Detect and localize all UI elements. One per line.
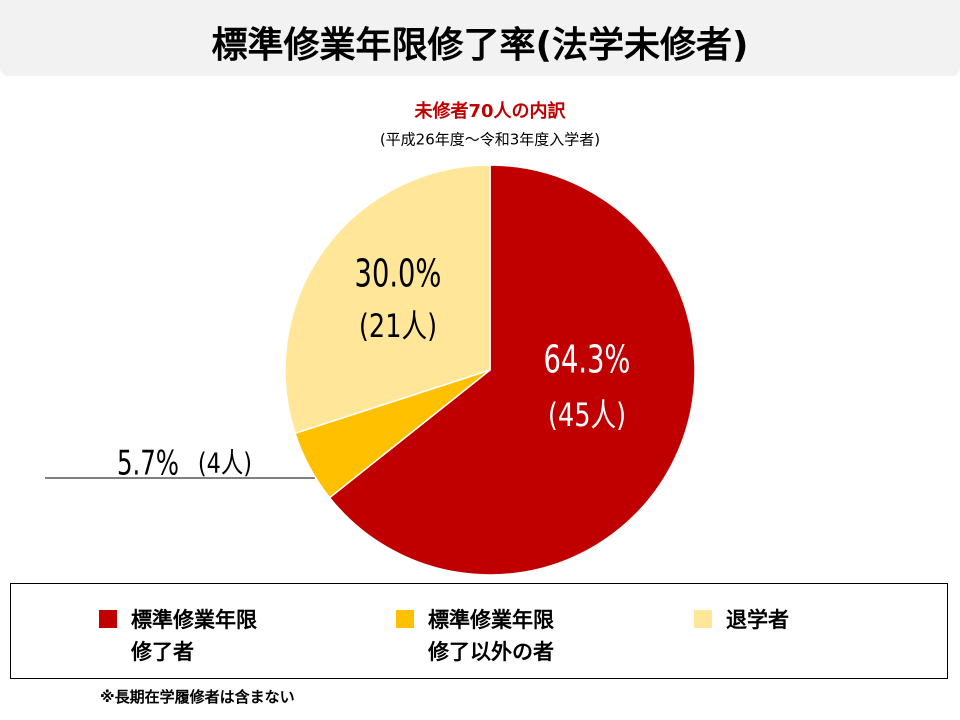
legend-item: 退学者 [694,604,858,636]
legend-swatch [396,610,414,628]
legend-label: 標準修業年限修了者 [131,608,257,664]
footnote: ※長期在学履修者は含まない [100,688,295,706]
legend-item: 標準修業年限修了以外の者 [396,604,560,668]
count-label: (4人) [198,446,252,479]
legend: 標準修業年限修了者 標準修業年限修了以外の者 退学者 [10,583,948,679]
legend-swatch [99,610,117,628]
count-label: (21人) [359,307,437,345]
legend-label: 退学者 [726,608,789,632]
value-label: 64.3% [544,338,631,382]
chart-subtitle: 未修者70人の内訳 [414,100,566,122]
chart-title: 標準修業年限修了率(法学未修者) [211,25,749,66]
pie-slice [284,164,491,435]
count-label: (45人) [548,396,626,434]
header: 標準修業年限修了率(法学未修者) [0,0,960,76]
legend-swatch [694,610,712,628]
legend-item: 標準修業年限修了者 [99,604,263,668]
value-label: 30.0% [355,252,442,296]
chart-caption: (平成26年度～令和3年度入学者) [380,131,600,149]
pie-slice [328,164,696,576]
value-label: 5.7% [117,443,179,483]
legend-label: 標準修業年限修了以外の者 [428,608,554,664]
